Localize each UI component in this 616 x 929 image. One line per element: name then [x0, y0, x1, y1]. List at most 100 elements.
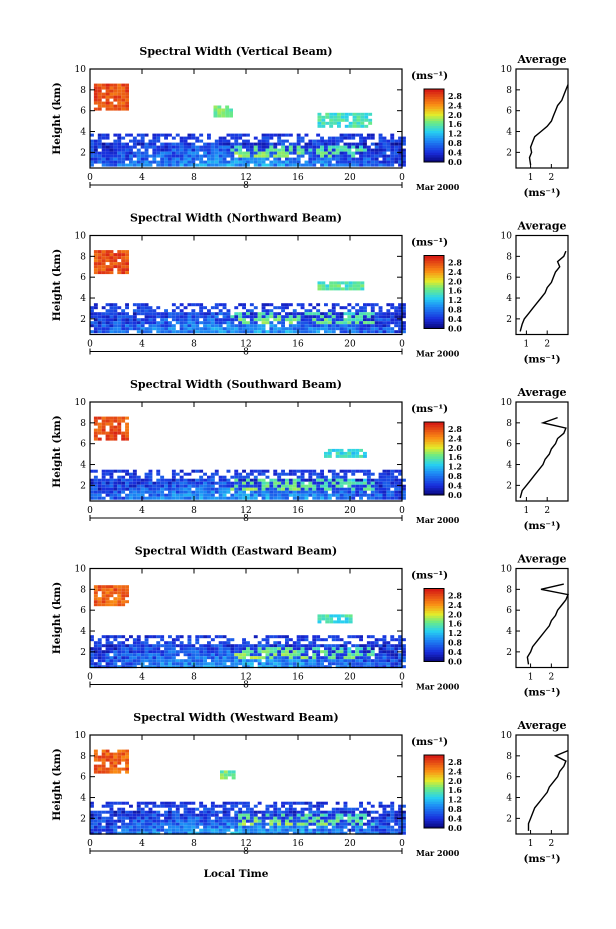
heatmap-cell	[191, 145, 196, 149]
heatmap-cell	[327, 665, 332, 669]
heatmap-cell	[160, 318, 165, 322]
heatmap-cell	[168, 819, 172, 823]
heatmap-cell	[210, 327, 215, 331]
heatmap-cell	[101, 136, 106, 140]
heatmap-cell	[230, 133, 235, 137]
heatmap-cell	[378, 315, 383, 319]
average-y-tick-label: 4	[506, 294, 512, 304]
heatmap-cell	[261, 163, 266, 167]
heatmap-cell	[195, 816, 200, 820]
heatmap-cell	[160, 330, 165, 334]
heatmap-cell	[121, 268, 126, 272]
heatmap-cell	[121, 148, 126, 152]
heatmap-cell	[164, 816, 168, 820]
heatmap-cell	[359, 665, 363, 669]
heatmap-cell	[203, 828, 207, 832]
heatmap-cell	[207, 490, 211, 494]
colorbar-tick-label: 0.4	[448, 148, 462, 158]
heatmap-cell	[218, 490, 223, 494]
heatmap-cell	[90, 828, 94, 832]
heatmap-cell	[109, 585, 114, 589]
heatmap-cell	[312, 644, 317, 648]
heatmap-cell	[374, 318, 379, 322]
heatmap-cell	[109, 142, 114, 146]
heatmap-cell	[382, 142, 387, 146]
heatmap-cell	[140, 659, 145, 663]
heatmap-cell	[324, 493, 328, 497]
heatmap-cell	[238, 822, 243, 826]
heatmap-cell	[221, 111, 226, 115]
heatmap-cell	[359, 804, 363, 808]
heatmap-cell	[339, 315, 344, 319]
heatmap-cell	[398, 662, 402, 666]
heatmap-cell	[288, 653, 293, 657]
heatmap-cell	[144, 475, 149, 479]
heatmap-cell	[277, 656, 282, 660]
heatmap-cell	[179, 490, 184, 494]
heatmap-cell	[187, 318, 192, 322]
heatmap-cell	[378, 816, 383, 820]
heatmap-cell	[331, 484, 336, 488]
average-frame	[515, 567, 569, 669]
heatmap-cell	[363, 454, 367, 458]
heatmap-cell	[378, 813, 383, 817]
heatmap-cell	[335, 487, 340, 491]
heatmap-cell	[148, 665, 153, 669]
heatmap-cell	[136, 822, 141, 826]
heatmap-cell	[382, 163, 387, 167]
heatmap-cell	[355, 303, 360, 307]
heatmap-cell	[101, 752, 106, 756]
heatmap-cell	[156, 650, 161, 654]
heatmap-cell	[113, 154, 118, 158]
heatmap-cell	[93, 92, 98, 96]
heatmap-cell	[226, 816, 231, 820]
heatmap-cell	[226, 801, 231, 805]
heatmap-cell	[347, 487, 352, 491]
heatmap-cell	[148, 481, 153, 485]
average-y-tick-label: 2	[506, 814, 512, 824]
heatmap-cell	[97, 828, 102, 832]
heatmap-cell	[226, 819, 231, 823]
heatmap-cell	[359, 454, 363, 458]
heatmap-cell	[402, 653, 406, 657]
heatmap-cell	[347, 163, 352, 167]
heatmap-cell	[179, 484, 184, 488]
heatmap-cell	[360, 281, 365, 285]
heatmap-cell	[105, 312, 110, 316]
heatmap-cell	[230, 650, 235, 654]
heatmap-cell	[273, 318, 278, 322]
heatmap-cell	[292, 653, 297, 657]
heatmap-cell	[125, 437, 129, 441]
colorbar-swatch	[424, 429, 444, 433]
heatmap-cell	[129, 145, 133, 149]
heatmap-cell	[168, 656, 172, 660]
heatmap-cell	[117, 656, 122, 660]
heatmap-cell	[324, 496, 328, 500]
heatmap-cell	[281, 321, 285, 325]
colorbar-swatch	[424, 473, 444, 476]
heatmap-cell	[148, 825, 153, 829]
heatmap-cell	[370, 472, 375, 476]
heatmap-cell	[93, 83, 98, 87]
heatmap-cell	[148, 330, 153, 334]
heatmap-cell	[129, 154, 133, 158]
heatmap-cell	[210, 163, 215, 167]
heatmap-cell	[340, 112, 345, 116]
heatmap-cell	[292, 644, 297, 648]
heatmap-cell	[351, 659, 356, 663]
heatmap-cell	[156, 139, 161, 143]
colorbar-swatch	[424, 634, 444, 638]
heatmap-cell	[214, 810, 219, 814]
heatmap-cell	[183, 804, 188, 808]
heatmap-cell	[117, 95, 122, 99]
heatmap-cell	[230, 148, 235, 152]
heatmap-cell	[140, 810, 145, 814]
heatmap-cell	[105, 437, 110, 441]
heatmap-cell	[351, 318, 356, 322]
colorbar-swatch	[424, 798, 444, 802]
heatmap-cell	[214, 303, 219, 307]
heatmap-cell	[140, 665, 145, 669]
heatmap-cell	[390, 490, 395, 494]
heatmap-cell	[175, 807, 180, 811]
